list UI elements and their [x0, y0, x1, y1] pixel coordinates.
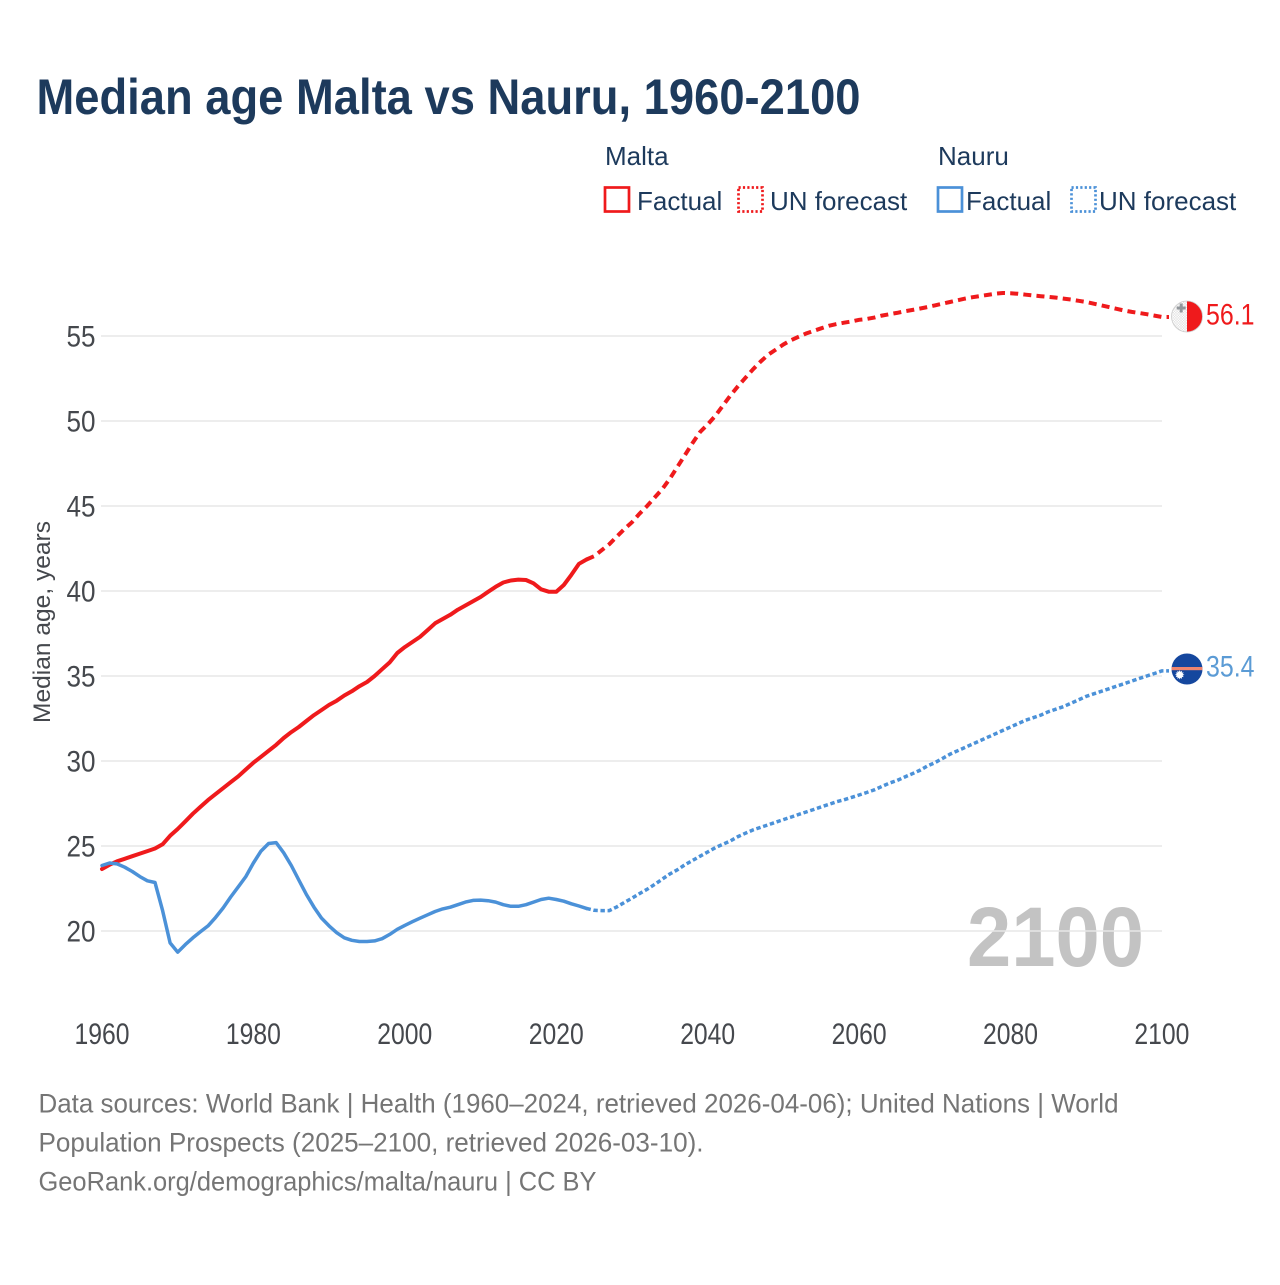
- svg-text:Median age, years: Median age, years: [29, 521, 56, 723]
- svg-text:1980: 1980: [226, 1018, 281, 1051]
- svg-text:56.1: 56.1: [1206, 299, 1255, 332]
- svg-text:Population Prospects (2025–210: Population Prospects (2025–2100, retriev…: [39, 1128, 704, 1158]
- svg-text:Data sources: World Bank | Hea: Data sources: World Bank | Health (1960–…: [39, 1089, 1119, 1119]
- svg-text:2020: 2020: [529, 1018, 584, 1051]
- svg-text:Nauru: Nauru: [938, 141, 1009, 171]
- svg-text:2100: 2100: [1134, 1018, 1189, 1051]
- svg-text:UN forecast: UN forecast: [770, 186, 908, 216]
- svg-text:2100: 2100: [967, 890, 1144, 984]
- svg-text:Factual: Factual: [966, 186, 1051, 216]
- svg-text:2000: 2000: [377, 1018, 432, 1051]
- svg-text:20: 20: [67, 916, 96, 949]
- svg-text:35.4: 35.4: [1206, 651, 1255, 684]
- svg-text:40: 40: [67, 576, 96, 609]
- svg-text:25: 25: [67, 831, 96, 864]
- svg-text:2060: 2060: [832, 1018, 887, 1051]
- svg-text:2080: 2080: [983, 1018, 1038, 1051]
- svg-text:Median age Malta vs Nauru, 196: Median age Malta vs Nauru, 1960-2100: [37, 69, 861, 125]
- svg-text:30: 30: [67, 746, 96, 779]
- svg-text:Factual: Factual: [637, 186, 722, 216]
- svg-text:Malta: Malta: [605, 141, 669, 171]
- svg-text:55: 55: [67, 321, 96, 354]
- svg-text:GeoRank.org/demographics/malta: GeoRank.org/demographics/malta/nauru | C…: [39, 1167, 597, 1197]
- svg-text:50: 50: [67, 406, 96, 439]
- svg-text:35: 35: [67, 661, 96, 694]
- svg-text:2040: 2040: [680, 1018, 735, 1051]
- svg-text:UN forecast: UN forecast: [1099, 186, 1237, 216]
- svg-text:45: 45: [67, 491, 96, 524]
- svg-text:1960: 1960: [75, 1018, 130, 1051]
